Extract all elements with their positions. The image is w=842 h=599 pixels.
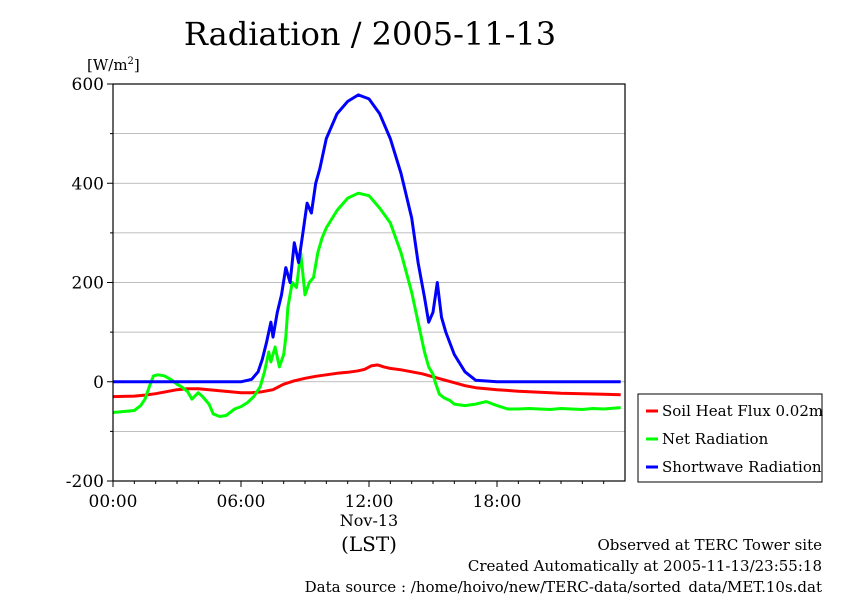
y-axis-unit-label: [W/m2] [87,56,140,74]
legend-box [637,393,823,483]
series-line-0 [112,363,621,399]
x-tick-label: 00:00 [89,492,138,512]
footer-observed: Observed at TERC Tower site [597,536,822,554]
x-axis-label: (LST) [341,532,397,556]
date-label: Nov-13 [340,511,398,530]
chart-title: Radiation / 2005-11-13 [184,15,556,53]
x-tick-label: 18:00 [473,492,522,512]
y-tick-label: 400 [72,174,104,194]
footer-created: Created Automatically at 2005-11-13/23:5… [468,557,822,575]
data-series [112,93,621,418]
grid-lines [113,133,625,432]
legend-label: Soil Heat Flux 0.02m [662,402,823,420]
x-tick-label: 12:00 [345,492,394,512]
legend-label: Net Radiation [662,430,769,448]
series-line-2 [113,93,621,384]
series-line-1 [112,191,621,418]
y-tick-label: 0 [93,373,104,393]
y-axis-unit-text: [W/m [87,56,128,74]
y-tick-label: 200 [72,274,104,294]
legend: Soil Heat Flux 0.02m Net Radiation Shortwa… [637,393,823,483]
legend-label: Shortwave Radiation [662,458,822,476]
y-axis-unit-close: ] [134,56,140,74]
axes: -200 0 200 400 600 00:00 06:00 12:00 18:00 [66,75,605,512]
x-tick-label: 06:00 [217,492,266,512]
y-tick-label: 600 [72,75,104,95]
y-axis-unit-superscript: 2 [128,56,134,67]
y-tick-label: -200 [66,472,104,492]
footer-source: Data source : /home/hoivo/new/TERC-data/… [305,578,822,595]
